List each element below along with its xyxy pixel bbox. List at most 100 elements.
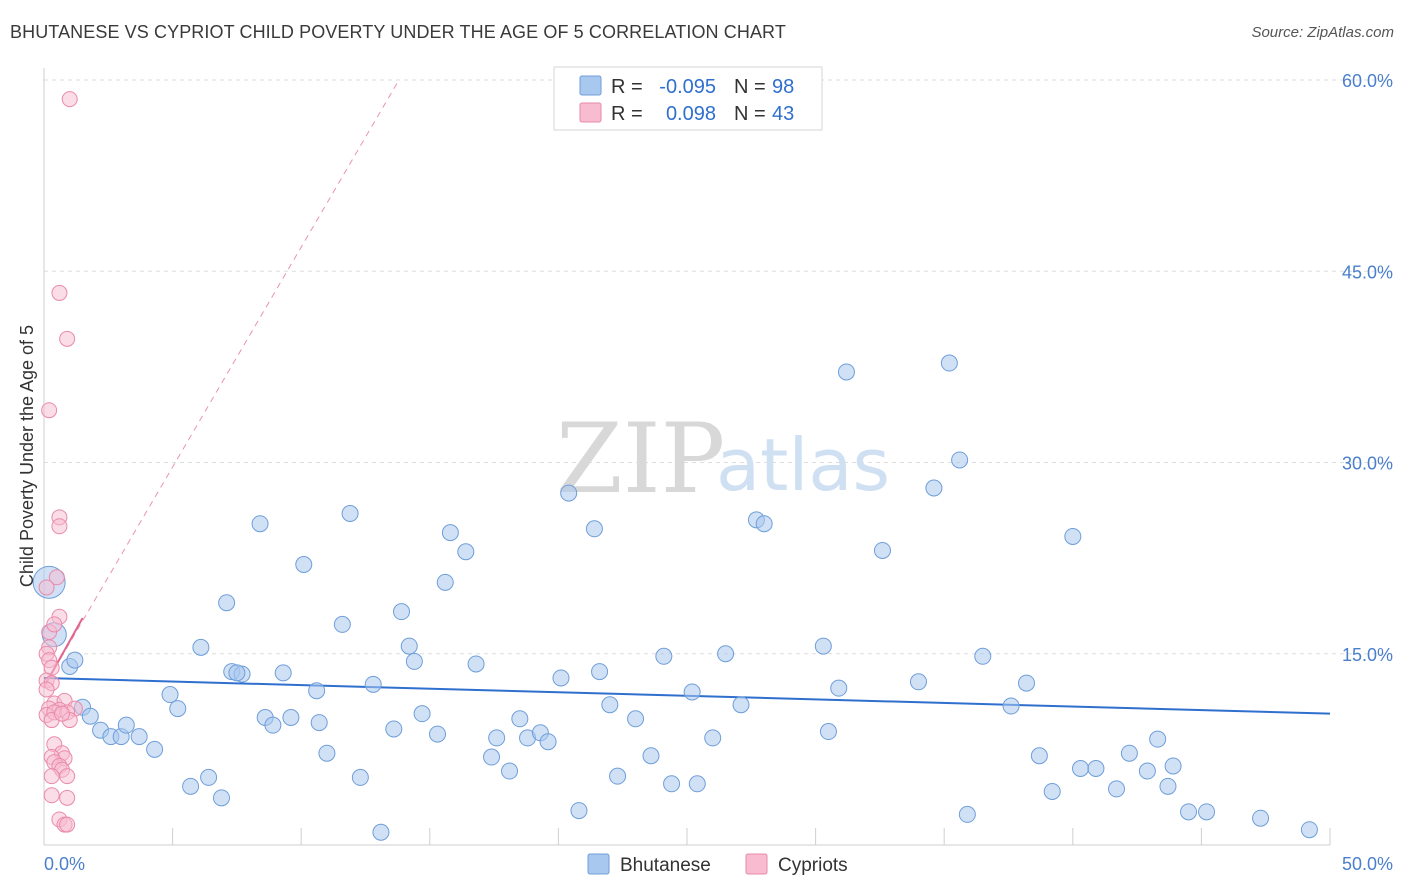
cypriot-point <box>41 402 58 419</box>
watermark-zip: ZIP <box>556 403 725 515</box>
bhutanese-point <box>609 767 627 785</box>
bhutanese-point <box>333 615 351 633</box>
bhutanese-point <box>130 728 148 746</box>
bhutanese-point <box>192 638 210 656</box>
bhutanese-point <box>1072 760 1090 777</box>
bhutanese-point <box>81 707 99 725</box>
bhutanese-point <box>274 664 292 682</box>
bhutanese-point <box>601 696 619 714</box>
bhutanese-point <box>488 729 506 747</box>
bhutanese-point <box>295 556 313 573</box>
bhutanese-point <box>413 705 431 723</box>
cypriot-point <box>54 705 71 722</box>
bhutanese-point <box>511 710 529 728</box>
bhutanese-point <box>483 748 501 766</box>
cypriot-point <box>43 768 60 785</box>
legend-box: R = -0.095 N = 98 R = 0.098 N = 43 <box>553 66 823 131</box>
bhutanese-point <box>1043 782 1061 800</box>
watermark-atlas: atlas <box>716 423 890 507</box>
bhutanese-point <box>1030 747 1048 765</box>
bhutanese-point <box>251 515 269 533</box>
bhutanese-point <box>585 520 603 538</box>
bhutanese-point <box>1149 730 1167 748</box>
cypriot-point <box>38 579 55 596</box>
bhutanese-point <box>318 744 336 762</box>
bhutanese-point <box>819 723 837 741</box>
y-tick-label-45: 45.0% <box>1342 262 1393 282</box>
bhutanese-point <box>951 451 969 469</box>
legend-r-label-cypriots: R = <box>611 103 643 125</box>
bhutanese-point <box>591 663 609 681</box>
bhutanese-point <box>264 716 282 734</box>
bhutanese-point <box>688 775 706 793</box>
bhutanese-point <box>570 802 588 820</box>
bhutanese-point <box>1164 757 1182 775</box>
cypriot-point <box>59 330 76 347</box>
gridlines <box>44 79 1393 655</box>
bhutanese-point <box>663 775 681 793</box>
x-tick-label-max: 50.0% <box>1342 854 1393 874</box>
bhutanese-point <box>925 479 943 497</box>
bhutanese-point <box>467 655 485 673</box>
legend-swatch-bhutanese <box>579 75 602 96</box>
bhutanese-point <box>830 679 848 697</box>
cypriot-point <box>43 787 60 804</box>
legend-r-value-bhutanese: -0.095 <box>659 76 716 98</box>
cypriot-point <box>46 616 63 633</box>
cypriot-point <box>59 768 76 785</box>
bhutanese-point <box>146 740 164 758</box>
bottom-legend-swatch-bhutanese <box>587 853 610 875</box>
bhutanese-point <box>837 363 855 381</box>
bhutanese-point <box>212 789 230 807</box>
bhutanese-point <box>552 669 570 687</box>
bottom-legend-label-bhutanese: Bhutanese <box>620 855 711 876</box>
watermark: ZIP atlas <box>556 403 890 515</box>
bhutanese-point <box>755 515 773 533</box>
bhutanese-point <box>436 573 454 591</box>
bhutanese-point <box>400 637 418 655</box>
cypriot-point <box>48 569 65 586</box>
cypriot-points <box>38 91 83 833</box>
bhutanese-point <box>1120 744 1138 762</box>
x-ticks <box>172 828 1331 845</box>
bhutanese-point <box>1180 803 1198 821</box>
bottom-legend-swatch-cypriots <box>745 853 768 875</box>
bhutanese-point <box>560 484 578 502</box>
bhutanese-point <box>873 541 891 559</box>
bhutanese-point <box>1018 674 1036 692</box>
bhutanese-point <box>501 762 519 780</box>
bhutanese-point <box>429 725 447 743</box>
bhutanese-point <box>627 710 645 728</box>
trend-lines <box>43 79 1331 715</box>
legend-n-value-cypriots: 43 <box>772 103 794 125</box>
bhutanese-point <box>341 505 359 522</box>
bhutanese-point <box>974 647 992 665</box>
bhutanese-point <box>539 733 557 751</box>
y-tick-labels: 15.0% 30.0% 45.0% 60.0% <box>1342 71 1393 665</box>
bhutanese-point <box>218 594 236 612</box>
bhutanese-point <box>683 683 701 701</box>
bhutanese-point <box>351 768 369 786</box>
bhutanese-point <box>457 543 475 561</box>
bhutanese-point <box>405 652 423 670</box>
cypriot-point <box>59 789 76 806</box>
bhutanese-point <box>940 354 958 372</box>
bhutanese-point <box>704 729 722 747</box>
legend-n-value-bhutanese: 98 <box>772 76 794 98</box>
bhutanese-point <box>161 686 179 704</box>
bhutanese-point <box>182 777 200 795</box>
legend-r-value-cypriots: 0.098 <box>666 103 716 125</box>
y-tick-label-15: 15.0% <box>1342 645 1393 665</box>
bhutanese-point <box>308 682 326 700</box>
bhutanese-point <box>655 647 673 665</box>
bhutanese-point <box>642 747 660 765</box>
legend-swatch-cypriots <box>579 102 602 123</box>
legend-n-label-cypriots: N = <box>734 103 766 125</box>
bhutanese-point <box>1300 821 1318 839</box>
bottom-legend-label-cypriots: Cypriots <box>778 855 848 876</box>
legend-n-label-bhutanese: N = <box>734 76 766 98</box>
y-tick-label-60: 60.0% <box>1342 71 1393 91</box>
bhutanese-point <box>1138 762 1156 780</box>
cypriot-point <box>61 91 78 108</box>
chart-title: BHUTANESE VS CYPRIOT CHILD POVERTY UNDER… <box>10 22 786 42</box>
